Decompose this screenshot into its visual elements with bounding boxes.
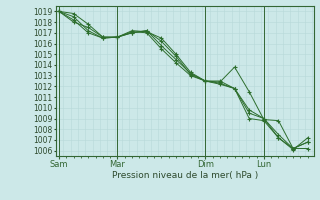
X-axis label: Pression niveau de la mer( hPa ): Pression niveau de la mer( hPa ) bbox=[112, 171, 258, 180]
